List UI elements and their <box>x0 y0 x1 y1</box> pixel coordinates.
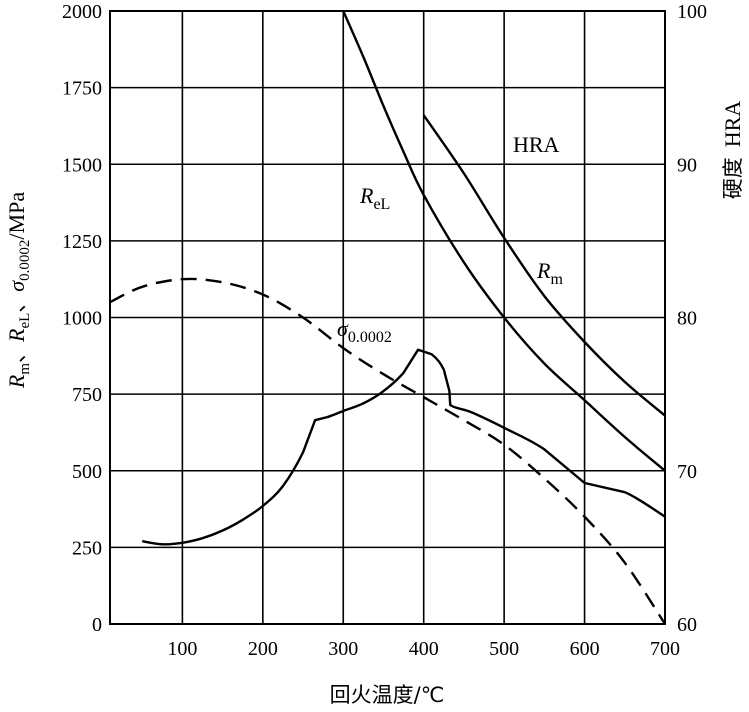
y-label-unit: /MPa <box>4 192 29 240</box>
series-σ_0.0002 <box>141 348 666 546</box>
tick-labels: 100 200 300 400 500 600 700 0 250 500 750 1000 1250 1… <box>62 1 707 660</box>
y-label-sep2: 、 <box>5 292 29 313</box>
series-R_m <box>422 114 666 417</box>
label-rel-main: R <box>359 183 374 208</box>
y-axis-right-label: 硬度 HRA <box>720 101 745 200</box>
y-right-tick-90: 90 <box>677 154 697 176</box>
y-right-unit: HRA <box>720 101 745 148</box>
series-layer <box>109 10 667 625</box>
y-label-sigma-sub: 0.0002 <box>17 240 33 281</box>
label-rm: Rm <box>536 258 563 288</box>
series-R_eL <box>342 10 666 472</box>
x-tick-400: 400 <box>409 638 439 660</box>
y-right-tick-70: 70 <box>677 461 697 483</box>
y-left-tick-500: 500 <box>72 461 102 483</box>
series-line-HRA <box>109 277 667 625</box>
y-label-m-sub: m <box>17 363 33 375</box>
y-right-tick-80: 80 <box>677 308 697 330</box>
y-left-tick-2000: 2000 <box>62 1 102 23</box>
y-label-sep1: 、 <box>5 342 29 363</box>
plot-frame <box>109 10 666 625</box>
y-left-tick-0: 0 <box>92 614 102 636</box>
y-right-tick-60: 60 <box>677 614 697 636</box>
label-rel-sub: eL <box>373 196 390 213</box>
y-axis-left-label: Rm、ReL、σ0.0002/MPa <box>4 192 33 389</box>
y-left-tick-750: 750 <box>72 384 102 406</box>
x-tick-300: 300 <box>328 638 358 660</box>
y-label-el-sub: eL <box>17 313 33 329</box>
y-left-tick-1250: 1250 <box>62 231 102 253</box>
y-label-r2: R <box>4 328 29 343</box>
y-label-r1: R <box>4 374 29 389</box>
y-left-tick-1750: 1750 <box>62 78 102 100</box>
label-sigma-main: σ <box>337 316 349 341</box>
series-line-R_eL <box>342 10 666 472</box>
series-HRA <box>109 277 667 625</box>
label-rm-main: R <box>536 258 551 283</box>
label-sigma-sub: 0.0002 <box>348 329 392 346</box>
x-tick-100: 100 <box>167 638 197 660</box>
series-line-σ_0.0002 <box>141 348 666 546</box>
y-label-sigma: σ <box>4 280 29 292</box>
x-tick-200: 200 <box>248 638 278 660</box>
label-hra: HRA <box>513 132 560 157</box>
y-left-tick-1000: 1000 <box>62 308 102 330</box>
x-tick-600: 600 <box>570 638 600 660</box>
label-rm-sub: m <box>550 271 563 288</box>
y-left-tick-250: 250 <box>72 537 102 559</box>
x-tick-700: 700 <box>650 638 680 660</box>
label-sigma: σ0.0002 <box>337 316 392 346</box>
x-axis-label: 回火温度/℃ <box>330 683 445 707</box>
series-line-R_m <box>422 114 666 417</box>
x-tick-500: 500 <box>489 638 519 660</box>
y-right-tick-100: 100 <box>677 1 707 23</box>
label-rel: ReL <box>359 183 390 213</box>
y-right-hardness: 硬度 <box>721 157 745 199</box>
y-left-tick-1500: 1500 <box>62 154 102 176</box>
